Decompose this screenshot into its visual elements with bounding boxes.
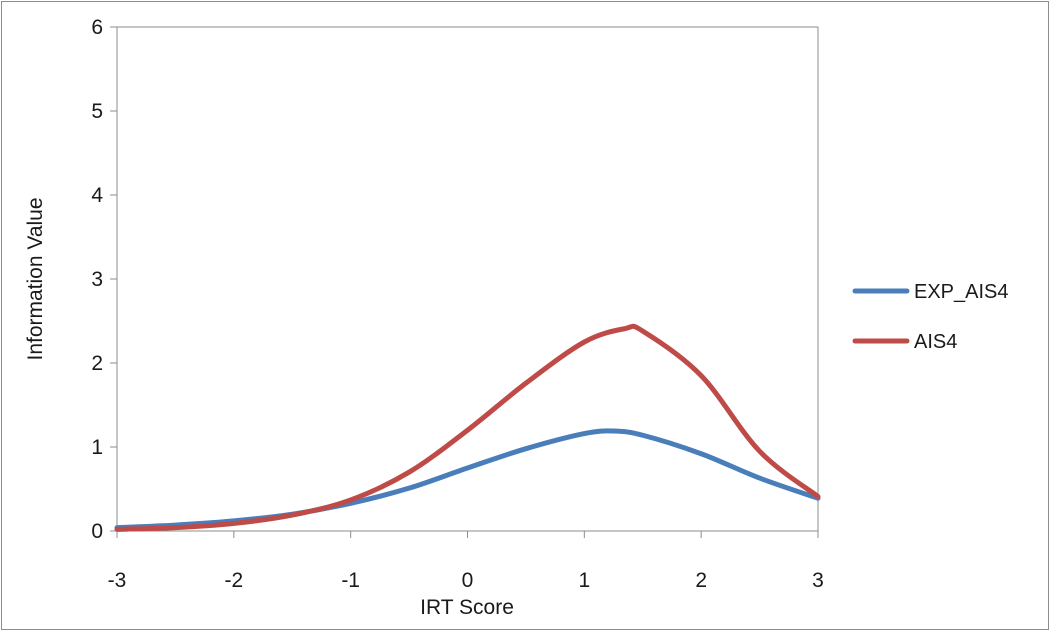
x-tick-label: 0 [462, 569, 474, 592]
legend-label: AIS4 [914, 331, 957, 353]
x-axis-title: IRT Score [420, 596, 514, 619]
x-tick-label: 2 [695, 569, 707, 592]
y-tick-label: 1 [91, 436, 103, 459]
x-tick-label: 3 [812, 569, 824, 592]
y-tick-label: 4 [91, 184, 103, 207]
plot-area [116, 26, 819, 532]
x-tick-label: -1 [341, 569, 360, 592]
series-line-ais4 [114, 323, 821, 532]
y-axis: 0 1 2 3 4 5 6 [91, 16, 118, 543]
x-tick-label: -3 [108, 569, 127, 592]
x-tick-label: -2 [224, 569, 243, 592]
legend-label: EXP_AIS4 [914, 281, 1009, 303]
y-tick-label: 0 [91, 520, 103, 543]
x-axis: -3 -2 -1 0 1 2 3 [108, 530, 824, 592]
x-tick-label: 1 [578, 569, 590, 592]
y-axis-title: Information Value [24, 197, 47, 360]
y-tick-label: 3 [91, 268, 103, 291]
legend: EXP_AIS4 AIS4 [852, 281, 1009, 353]
y-tick-label: 5 [91, 100, 103, 123]
series-layer [114, 323, 821, 532]
y-tick-label: 2 [91, 352, 103, 375]
y-tick-label: 6 [91, 16, 103, 39]
